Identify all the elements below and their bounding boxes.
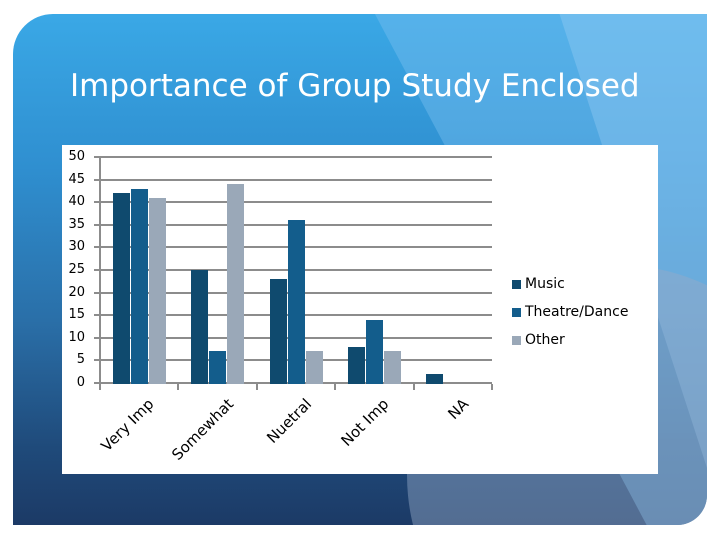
bar-other-nuetral (305, 351, 323, 384)
y-tick-label: 5 (76, 352, 85, 368)
bar-music-not-imp (347, 346, 365, 384)
gridline (94, 178, 492, 181)
bar-theatre-dance-very-imp (130, 188, 148, 384)
x-tick (491, 384, 493, 390)
x-tick (255, 384, 258, 390)
legend-item: Music (512, 270, 628, 298)
bar-music-na (426, 373, 444, 384)
bar-theatre-dance-nuetral (287, 220, 305, 384)
bar-music-somewhat (191, 270, 209, 384)
x-category-label: Nuetral (263, 395, 316, 447)
legend-item: Other (512, 326, 628, 354)
bar-music-very-imp (112, 193, 130, 384)
y-tick-label: 20 (68, 284, 85, 300)
x-category-label: Very Imp (97, 395, 158, 455)
bar-theatre-dance-somewhat (209, 351, 227, 384)
bar-music-nuetral (269, 279, 287, 384)
x-tick (99, 384, 101, 390)
chart-legend: Music Theatre/Dance Other (512, 270, 628, 354)
y-tick-label: 45 (68, 171, 85, 187)
y-axis (99, 157, 101, 384)
bar-other-somewhat (227, 184, 245, 384)
gridline (94, 156, 492, 158)
x-tick (412, 384, 415, 390)
y-tick-label: 0 (76, 375, 85, 390)
legend-swatch-icon (512, 307, 521, 317)
x-tick (177, 384, 180, 390)
legend-swatch-icon (512, 279, 521, 289)
bar-theatre-dance-not-imp (365, 319, 383, 384)
bar-other-not-imp (383, 351, 401, 384)
y-tick-label: 35 (68, 216, 85, 232)
chart-area: Music Theatre/Dance Other 0 5 10 15 20 25 30 35 40… (62, 145, 658, 474)
legend-label: Other (525, 332, 565, 348)
y-tick-label: 15 (68, 307, 85, 323)
y-tick-label: 40 (68, 194, 85, 210)
y-tick-label: 50 (68, 149, 85, 164)
bar-other-very-imp (148, 197, 166, 384)
x-tick (334, 384, 337, 390)
gridline (94, 201, 492, 204)
x-category-label: Not Imp (337, 395, 393, 450)
legend-swatch-icon (512, 335, 521, 345)
legend-item: Theatre/Dance (512, 298, 628, 326)
y-tick-label: 10 (68, 329, 85, 345)
y-tick-label: 30 (68, 239, 85, 255)
x-category-label: Somewhat (167, 395, 237, 464)
slide-title: Importance of Group Study Enclosed (70, 68, 640, 104)
x-category-label: NA (444, 395, 473, 423)
legend-label: Theatre/Dance (525, 304, 629, 320)
y-tick-label: 25 (68, 262, 85, 277)
legend-label: Music (525, 276, 565, 292)
